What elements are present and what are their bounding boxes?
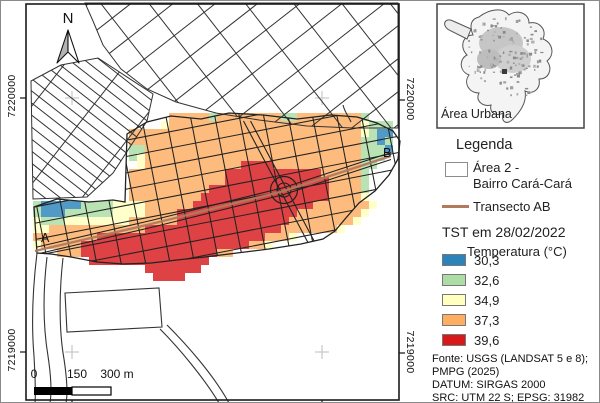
legend-tst-title: TST em 28/02/2022 — [442, 224, 566, 240]
legend-class-value: 39,6 — [474, 332, 500, 348]
transect-line — [34, 154, 392, 253]
legend-class-value: 37,3 — [474, 312, 500, 328]
source-line-1: Fonte: USGS (LANDSAT 5 e 8); — [432, 353, 589, 365]
legend-title: Legenda — [456, 137, 513, 153]
north-label: N — [62, 10, 74, 27]
legend-class-row: 39,6 — [442, 330, 499, 350]
inset-speckles — [468, 17, 544, 97]
source-line-4: SRC: UTM 22 S; EPSG: 31982 — [432, 392, 585, 403]
legend-class-row: 30,3 — [442, 250, 499, 270]
scale-label-0: 0 — [30, 367, 38, 381]
map-frame — [25, 3, 400, 401]
legend-class-swatch — [442, 274, 466, 286]
legend-area2-line2: Bairro Cará-Cará — [473, 176, 572, 191]
legend-class-row: 32,6 — [442, 270, 499, 290]
legend-class-swatch — [442, 254, 466, 266]
legend-area2-label: Área 2 - Bairro Cará-Cará — [473, 160, 572, 192]
legend-class-value: 32,6 — [474, 272, 500, 288]
coordinate-label-right-bottom: 7219000 — [404, 330, 416, 374]
legend-class-value: 34,9 — [474, 292, 500, 308]
legend-class-row: 34,9 — [442, 290, 499, 310]
legend-class-swatch — [442, 334, 466, 346]
street-grid-top-edge — [84, 2, 399, 129]
transect-label-b: B — [383, 146, 392, 160]
legend-transect-swatch — [442, 205, 469, 208]
legend-temperature-classes: 30,3 32,6 34,9 37,3 39,6 — [442, 250, 499, 350]
inset-urban-texture — [477, 49, 501, 69]
inset-label: Área Urbana — [441, 107, 512, 121]
scale-label-150: 150 — [66, 367, 88, 381]
source-line-2: PMPG (2025) — [432, 366, 500, 378]
legend-area2-swatch — [445, 162, 468, 177]
scale-label-300: 300 m — [100, 367, 134, 381]
legend-area2-line1: Área 2 - — [473, 160, 520, 175]
avenue-double-line — [34, 151, 392, 256]
source-line-3: DATUM: SIRGAS 2000 — [432, 379, 546, 391]
legend-class-swatch — [442, 314, 466, 326]
inset-area2-marker — [502, 69, 507, 74]
source-text: Fonte: USGS (LANDSAT 5 e 8); PMPG (2025)… — [432, 353, 589, 403]
roundabout-inner — [276, 182, 292, 198]
coordinate-label-left-top: 7220000 — [6, 74, 18, 118]
legend-transect-label: Transecto AB — [473, 199, 551, 214]
inset-map — [444, 9, 553, 123]
street-grid-left-edge — [30, 57, 154, 200]
inset-west-arm — [444, 19, 472, 40]
north-arrow-icon — [56, 29, 80, 64]
legend-class-row: 37,3 — [442, 310, 499, 330]
scale-bar — [34, 386, 112, 396]
transect-label-a: A — [41, 231, 50, 245]
coordinate-ticks — [20, 97, 405, 402]
cross-avenue-double-line — [243, 120, 321, 254]
roundabout-outer — [269, 175, 299, 205]
coordinate-label-right-top: 7220000 — [404, 77, 416, 121]
inset-frame — [436, 3, 585, 129]
legend-class-value: 30,3 — [474, 252, 500, 268]
legend-class-swatch — [442, 294, 466, 306]
legend-temperature-subtitle: Temperatura (°C) — [467, 244, 567, 259]
